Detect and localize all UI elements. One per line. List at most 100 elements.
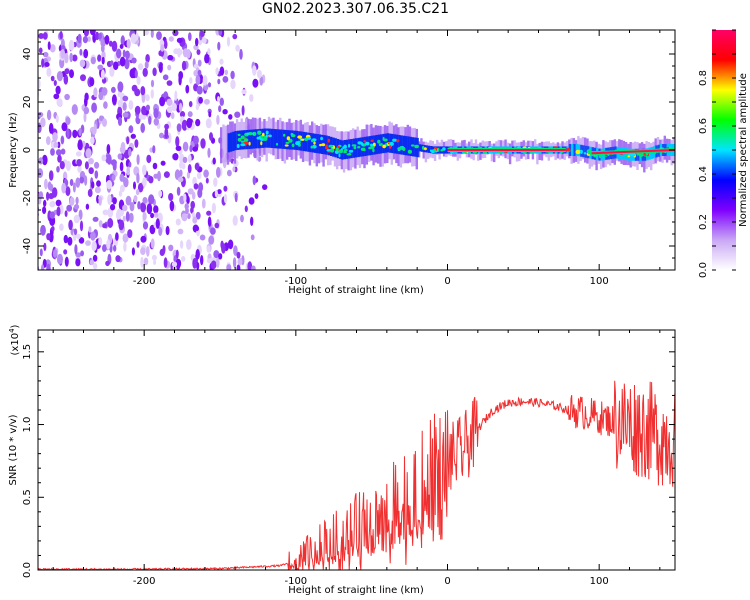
noise-cell	[159, 132, 164, 139]
noise-cell	[179, 49, 183, 55]
noise-cell	[126, 166, 130, 176]
ridge-core	[584, 145, 588, 158]
noise-cell	[92, 216, 99, 222]
ridge-core	[375, 135, 378, 155]
noise-cell	[94, 186, 101, 194]
noise-cell	[66, 128, 70, 139]
noise-cell	[234, 111, 241, 118]
ridge-core	[232, 131, 235, 151]
noise-cell	[136, 241, 140, 248]
y-tick-label: 20	[22, 96, 33, 109]
noise-cell	[57, 154, 62, 163]
noise-cell	[40, 224, 46, 236]
ridge-core	[348, 139, 351, 159]
ridge-peak	[422, 145, 425, 150]
noise-cell	[193, 183, 199, 190]
ridge-core	[250, 129, 253, 149]
noise-cell	[124, 58, 130, 70]
x-tick-label: -200	[133, 276, 156, 287]
ridge-core	[411, 137, 415, 157]
noise-cell	[87, 36, 91, 42]
noise-cell	[218, 253, 223, 260]
noise-cell	[42, 51, 49, 58]
noise-cell	[79, 220, 84, 232]
noise-cell	[64, 93, 70, 101]
colorbar-tick-label: 0.6	[698, 118, 709, 134]
noise-cell	[38, 150, 39, 153]
noise-cell	[145, 94, 150, 102]
noise-cell	[49, 44, 56, 53]
noise-cell	[143, 257, 149, 266]
ridge-peak	[583, 152, 587, 155]
noise-cell	[56, 166, 60, 173]
noise-cell	[221, 243, 226, 254]
ridge-peak	[641, 152, 644, 157]
ridge-peak	[334, 150, 339, 155]
noise-cell	[252, 78, 259, 88]
noise-cell	[79, 176, 85, 184]
ridge-peak	[243, 138, 249, 142]
x-tick-label: 100	[590, 576, 609, 587]
noise-cell	[137, 201, 141, 210]
noise-cell	[152, 145, 156, 154]
noise-cell	[40, 117, 46, 128]
noise-cell	[135, 189, 140, 196]
noise-cell	[46, 136, 51, 146]
noise-cell	[171, 102, 177, 112]
noise-cell	[206, 210, 212, 216]
noise-cell	[188, 32, 192, 41]
ridge-peak	[312, 144, 317, 149]
noise-cell	[119, 184, 125, 193]
ridge-peak	[253, 131, 256, 136]
noise-cell	[206, 245, 211, 253]
noise-cell	[140, 256, 144, 268]
spectrogram-y-label: Frequency (Hz)	[8, 112, 19, 188]
noise-cell	[85, 203, 90, 210]
noise-cell	[149, 224, 156, 235]
ridge-core	[248, 129, 251, 149]
noise-cell	[91, 102, 97, 113]
noise-cell	[185, 207, 189, 215]
ridge-core	[377, 134, 381, 154]
ridge-peak	[326, 149, 331, 152]
noise-cell	[75, 177, 81, 188]
noise-cell	[72, 182, 76, 193]
noise-cell	[216, 114, 220, 125]
noise-cell	[117, 81, 124, 92]
noise-cell	[185, 84, 190, 94]
noise-cell	[181, 119, 188, 131]
noise-cell	[50, 148, 55, 156]
noise-cell	[131, 84, 138, 92]
noise-cell	[43, 199, 47, 207]
spectrogram-noise-cells	[38, 30, 268, 270]
noise-cell	[76, 159, 82, 167]
ridge-peak	[237, 133, 241, 137]
ridge-core	[302, 131, 306, 152]
ridge-peak	[297, 135, 303, 139]
noise-cell	[158, 226, 163, 236]
noise-cell	[136, 172, 140, 184]
noise-cell	[203, 169, 209, 178]
spectrogram-ridge	[220, 116, 675, 173]
ridge-peak	[257, 130, 262, 135]
noise-cell	[123, 242, 127, 252]
noise-cell	[130, 33, 137, 44]
noise-cell	[69, 52, 73, 63]
noise-cell	[143, 30, 149, 36]
noise-cell	[124, 50, 130, 60]
noise-cell	[111, 40, 118, 52]
noise-cell	[111, 86, 116, 93]
noise-cell	[137, 182, 144, 193]
ridge-peak	[328, 144, 334, 148]
noise-cell	[55, 149, 62, 156]
noise-cell	[122, 176, 127, 183]
ridge-core	[300, 131, 303, 151]
noise-cell	[57, 141, 61, 149]
noise-cell	[69, 69, 74, 79]
noise-cell	[208, 111, 212, 118]
noise-cell	[101, 154, 107, 162]
noise-cell	[177, 176, 184, 183]
noise-cell	[168, 36, 174, 42]
noise-cell	[38, 47, 43, 54]
noise-cell	[127, 229, 133, 239]
